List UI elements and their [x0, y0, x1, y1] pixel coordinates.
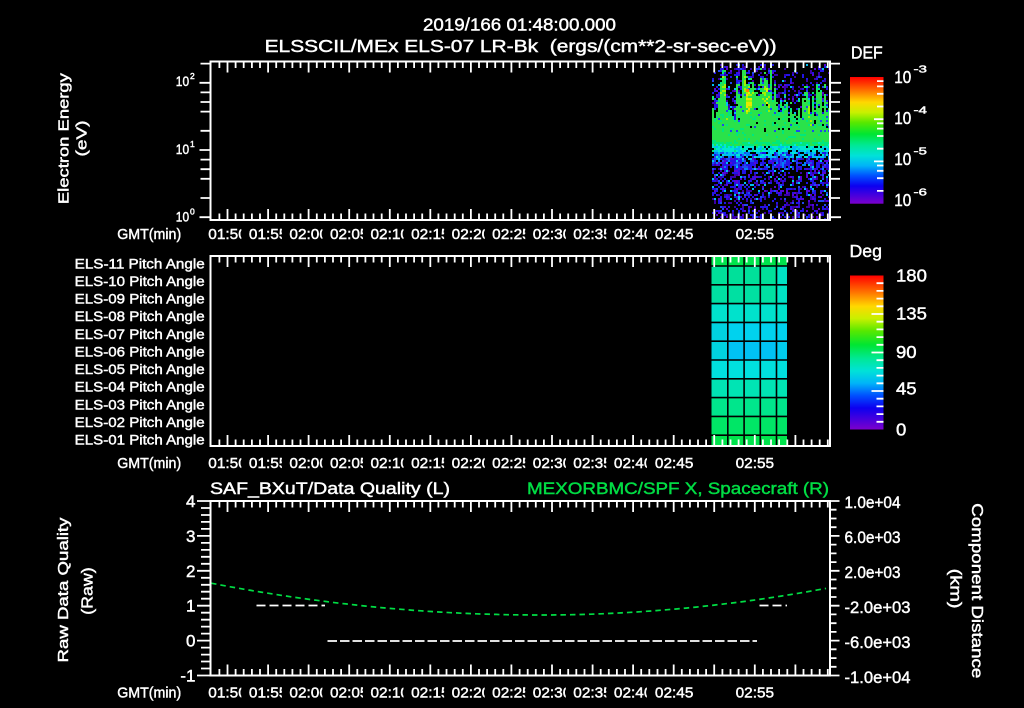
- svg-text:ELS-02 Pitch Angle: ELS-02 Pitch Angle: [75, 415, 205, 430]
- svg-text:2.0e+03: 2.0e+03: [845, 564, 901, 582]
- svg-text:ELS-10 Pitch Angle: ELS-10 Pitch Angle: [75, 274, 205, 289]
- svg-text:SAF_BXuT/Data Quality (L): SAF_BXuT/Data Quality (L): [210, 479, 450, 498]
- svg-text:02:00: 02:00: [289, 455, 328, 472]
- svg-text:02:30: 02:30: [533, 685, 572, 702]
- svg-text:02:10: 02:10: [371, 685, 410, 702]
- svg-text:180: 180: [896, 266, 927, 286]
- svg-text:10: 10: [176, 142, 190, 157]
- svg-text:02:25: 02:25: [492, 455, 531, 472]
- svg-text:ELS-03 Pitch Angle: ELS-03 Pitch Angle: [75, 397, 205, 412]
- svg-text:0: 0: [186, 632, 195, 651]
- svg-text:02:35: 02:35: [573, 685, 612, 702]
- svg-text:6.0e+03: 6.0e+03: [845, 529, 901, 547]
- svg-text:02:10: 02:10: [371, 455, 410, 472]
- svg-text:02:30: 02:30: [533, 455, 572, 472]
- svg-text:02:55: 02:55: [736, 685, 775, 702]
- svg-text:1.0e+04: 1.0e+04: [845, 494, 901, 512]
- svg-text:ELS-09 Pitch Angle: ELS-09 Pitch Angle: [75, 292, 205, 307]
- svg-text:-6.0e+03: -6.0e+03: [845, 634, 911, 652]
- svg-text:0: 0: [896, 420, 907, 440]
- svg-text:135: 135: [896, 304, 927, 324]
- svg-text:ELS-11 Pitch Angle: ELS-11 Pitch Angle: [75, 256, 205, 271]
- svg-text:ELS-05 Pitch Angle: ELS-05 Pitch Angle: [75, 362, 205, 377]
- svg-text:ELSSCIL/MEx ELS-07 LR-Bk (erg: ELSSCIL/MEx ELS-07 LR-Bk (ergs/(cm**2-sr…: [265, 36, 777, 56]
- svg-text:-3: -3: [914, 64, 928, 75]
- svg-text:02:35: 02:35: [573, 455, 612, 472]
- svg-text:Deg: Deg: [850, 241, 883, 261]
- svg-text:02:05: 02:05: [330, 226, 369, 243]
- svg-text:45: 45: [896, 379, 917, 399]
- svg-text:10: 10: [894, 149, 911, 169]
- svg-text:02:35: 02:35: [573, 226, 612, 243]
- svg-text:0: 0: [190, 206, 195, 216]
- svg-text:01:50: 01:50: [208, 685, 247, 702]
- svg-text:90: 90: [896, 342, 917, 362]
- svg-text:Component Distance: Component Distance: [968, 503, 985, 678]
- svg-text:01:50: 01:50: [208, 226, 247, 243]
- svg-text:(km): (km): [947, 569, 964, 609]
- svg-text:1: 1: [186, 597, 195, 616]
- svg-text:4: 4: [186, 492, 195, 511]
- svg-text:DEF: DEF: [851, 42, 883, 62]
- svg-text:02:05: 02:05: [330, 455, 369, 472]
- svg-text:02:25: 02:25: [492, 226, 531, 243]
- svg-text:GMT(min): GMT(min): [117, 226, 181, 243]
- svg-text:10: 10: [176, 209, 190, 224]
- svg-text:02:20: 02:20: [452, 455, 491, 472]
- svg-text:01:55: 01:55: [249, 685, 288, 702]
- svg-text:-4: -4: [914, 105, 928, 116]
- svg-text:2: 2: [186, 562, 195, 581]
- svg-text:ELS-04 Pitch Angle: ELS-04 Pitch Angle: [75, 380, 205, 395]
- svg-text:-1.0e+04: -1.0e+04: [845, 669, 911, 687]
- svg-text:ELS-01 Pitch Angle: ELS-01 Pitch Angle: [75, 433, 205, 448]
- svg-text:10: 10: [176, 74, 190, 89]
- svg-text:Raw Data Quality: Raw Data Quality: [55, 517, 72, 663]
- svg-text:-2.0e+03: -2.0e+03: [845, 599, 911, 617]
- svg-text:Electron Energy: Electron Energy: [55, 73, 72, 205]
- svg-text:02:10: 02:10: [371, 226, 410, 243]
- svg-text:02:45: 02:45: [655, 455, 694, 472]
- svg-text:02:45: 02:45: [655, 685, 694, 702]
- svg-text:02:45: 02:45: [655, 226, 694, 243]
- svg-text:02:25: 02:25: [492, 685, 531, 702]
- svg-text:GMT(min): GMT(min): [117, 685, 181, 702]
- svg-text:3: 3: [186, 527, 195, 546]
- svg-text:02:00: 02:00: [289, 226, 328, 243]
- svg-text:02:00: 02:00: [289, 685, 328, 702]
- svg-text:GMT(min): GMT(min): [117, 455, 181, 472]
- svg-text:02:30: 02:30: [533, 226, 572, 243]
- svg-text:02:40: 02:40: [614, 455, 653, 472]
- svg-text:02:40: 02:40: [614, 226, 653, 243]
- svg-text:10: 10: [894, 190, 911, 210]
- svg-text:02:05: 02:05: [330, 685, 369, 702]
- svg-text:01:55: 01:55: [249, 226, 288, 243]
- svg-text:02:15: 02:15: [411, 455, 450, 472]
- svg-text:-5: -5: [914, 146, 928, 157]
- svg-text:02:15: 02:15: [411, 685, 450, 702]
- svg-text:02:15: 02:15: [411, 226, 450, 243]
- svg-text:2: 2: [190, 71, 195, 81]
- svg-text:ELS-07 Pitch Angle: ELS-07 Pitch Angle: [75, 327, 205, 342]
- svg-text:1: 1: [190, 139, 195, 149]
- svg-text:-1: -1: [180, 667, 195, 686]
- svg-text:02:20: 02:20: [452, 685, 491, 702]
- svg-text:(eV): (eV): [74, 121, 91, 157]
- svg-text:ELS-08 Pitch Angle: ELS-08 Pitch Angle: [75, 309, 205, 324]
- svg-text:02:20: 02:20: [452, 226, 491, 243]
- svg-text:MEXORBMC/SPF X, Spacecraft (R): MEXORBMC/SPF X, Spacecraft (R): [527, 479, 829, 498]
- svg-text:2019/166 01:48:00.000: 2019/166 01:48:00.000: [423, 15, 616, 35]
- svg-text:10: 10: [894, 108, 911, 128]
- svg-text:10: 10: [894, 67, 911, 87]
- svg-text:(Raw): (Raw): [80, 567, 97, 615]
- svg-text:-6: -6: [914, 187, 928, 198]
- svg-text:01:50: 01:50: [208, 455, 247, 472]
- svg-text:02:55: 02:55: [736, 226, 775, 243]
- svg-text:02:55: 02:55: [736, 455, 775, 472]
- svg-text:01:55: 01:55: [249, 455, 288, 472]
- svg-text:ELS-06 Pitch Angle: ELS-06 Pitch Angle: [75, 344, 205, 359]
- svg-text:02:40: 02:40: [614, 685, 653, 702]
